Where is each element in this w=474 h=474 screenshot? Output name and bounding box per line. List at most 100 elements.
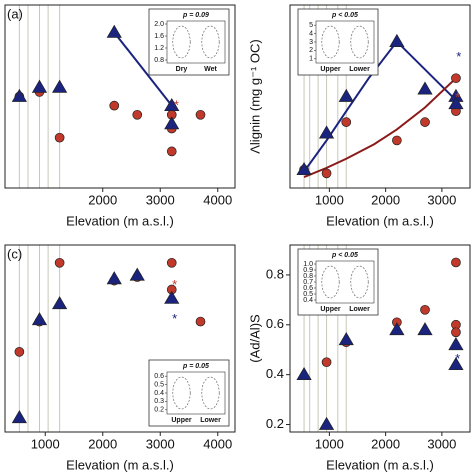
- inset-tick-label: 0.3: [154, 398, 164, 405]
- point: [341, 117, 352, 127]
- point: [166, 257, 177, 268]
- inset-category: Upper: [320, 306, 341, 313]
- point: [164, 290, 180, 304]
- point: [338, 88, 354, 102]
- point: [195, 316, 206, 327]
- inset-tick-label: 0.6: [303, 285, 313, 292]
- significance-star: *: [174, 98, 179, 113]
- inset-tick-label: 0.6: [154, 373, 164, 380]
- inset-category: Lower: [349, 66, 370, 73]
- significance-star: *: [455, 321, 460, 336]
- y-tick-label: 0.4: [266, 366, 284, 381]
- inset-frame: [148, 359, 230, 427]
- inset-tick-label: 0.4: [154, 390, 164, 397]
- point: [451, 327, 461, 338]
- significance-star: *: [455, 89, 460, 104]
- inset-frame: [148, 8, 230, 76]
- point: [448, 96, 464, 110]
- plot-frame: [289, 4, 471, 189]
- fit-line: [303, 40, 457, 173]
- violin: [201, 376, 220, 410]
- inset-frame: [297, 8, 379, 76]
- x-tick-label: 1000: [315, 436, 344, 451]
- inset-category: Upper: [320, 66, 341, 73]
- inset-tick-label: 2: [309, 47, 313, 54]
- point: [164, 97, 180, 112]
- inset-tick-label: 4: [309, 30, 313, 37]
- point: [106, 271, 122, 285]
- x-tick-label: 1000: [315, 192, 344, 207]
- point: [106, 24, 122, 38]
- x-axis-label: Elevation (m a.s.l.): [326, 457, 434, 472]
- y-tick-label: 0.8: [266, 266, 284, 281]
- x-axis-label: Elevation (m a.s.l.): [326, 213, 434, 228]
- x-tick-label: 3000: [146, 436, 175, 451]
- point: [54, 257, 65, 268]
- point: [451, 257, 461, 268]
- point: [448, 337, 464, 351]
- significance-star: *: [456, 49, 461, 64]
- significance-star: *: [172, 311, 177, 326]
- inset-tick-label: 1.6: [154, 33, 164, 40]
- inset-tick-label: 1: [309, 56, 313, 63]
- point: [417, 322, 433, 336]
- inset-category: Lower: [200, 417, 221, 424]
- point: [448, 356, 464, 371]
- point: [14, 347, 25, 357]
- x-tick-label: 2000: [371, 436, 400, 451]
- inset-tick-label: 1.2: [154, 45, 164, 52]
- x-tick-label: 2000: [371, 192, 400, 207]
- inset-category: Wet: [204, 66, 217, 73]
- point: [392, 135, 402, 146]
- point: [31, 312, 48, 326]
- y-axis-label: (Ad/Al)S: [247, 314, 262, 363]
- inset-p: p < 0.05: [331, 12, 358, 19]
- point: [109, 100, 120, 111]
- x-tick-label: 3000: [427, 192, 456, 207]
- y-axis-label: Λlignin (mg g⁻¹ OC): [247, 39, 262, 154]
- point: [132, 109, 143, 120]
- point: [296, 366, 312, 381]
- inset-tick-label: 0.5: [303, 291, 313, 298]
- point: [321, 168, 332, 179]
- point: [321, 357, 332, 368]
- significance-star: *: [172, 277, 177, 292]
- point: [166, 146, 177, 157]
- point: [164, 116, 180, 130]
- x-tick-label: 2000: [88, 192, 117, 207]
- inset-tick-label: 3: [309, 39, 313, 46]
- significance-star: *: [455, 351, 460, 366]
- inset-p: p = 0.09: [182, 12, 209, 19]
- inset-tick-label: 5: [309, 22, 313, 29]
- inset-tick-label: 1.0: [303, 261, 313, 268]
- inset-tick-label: 0.8: [154, 57, 164, 64]
- y-tick-label: 0.6: [266, 316, 284, 331]
- point: [389, 33, 405, 47]
- point: [318, 125, 335, 139]
- inset-category: Lower: [349, 306, 370, 313]
- y-tick-label: 0.2: [266, 416, 284, 431]
- x-axis-label: Elevation (m a.s.l.): [66, 213, 174, 228]
- inset-tick-label: 0.8: [303, 273, 313, 280]
- inset-tick-label: 0.9: [303, 267, 313, 274]
- violin: [321, 25, 340, 59]
- point: [296, 162, 312, 176]
- inset-frame: [297, 248, 379, 316]
- point: [129, 267, 145, 281]
- inset-category: Dry: [176, 66, 188, 73]
- plot-frame: [289, 244, 471, 433]
- point: [52, 296, 68, 310]
- inset-tick-label: 2.0: [154, 21, 164, 28]
- x-tick-label: 2000: [88, 436, 117, 451]
- panel-label: (a): [7, 6, 23, 21]
- violin: [321, 265, 340, 299]
- point: [451, 73, 461, 84]
- point: [11, 410, 27, 424]
- x-tick-label: 1000: [31, 436, 60, 451]
- inset-category: Upper: [171, 417, 192, 424]
- inset-tick-label: 0.7: [303, 279, 313, 286]
- significance-star: *: [169, 120, 174, 135]
- plot-frame: [4, 244, 236, 433]
- x-tick-label: 3000: [146, 192, 175, 207]
- panel-label: (c): [7, 246, 22, 261]
